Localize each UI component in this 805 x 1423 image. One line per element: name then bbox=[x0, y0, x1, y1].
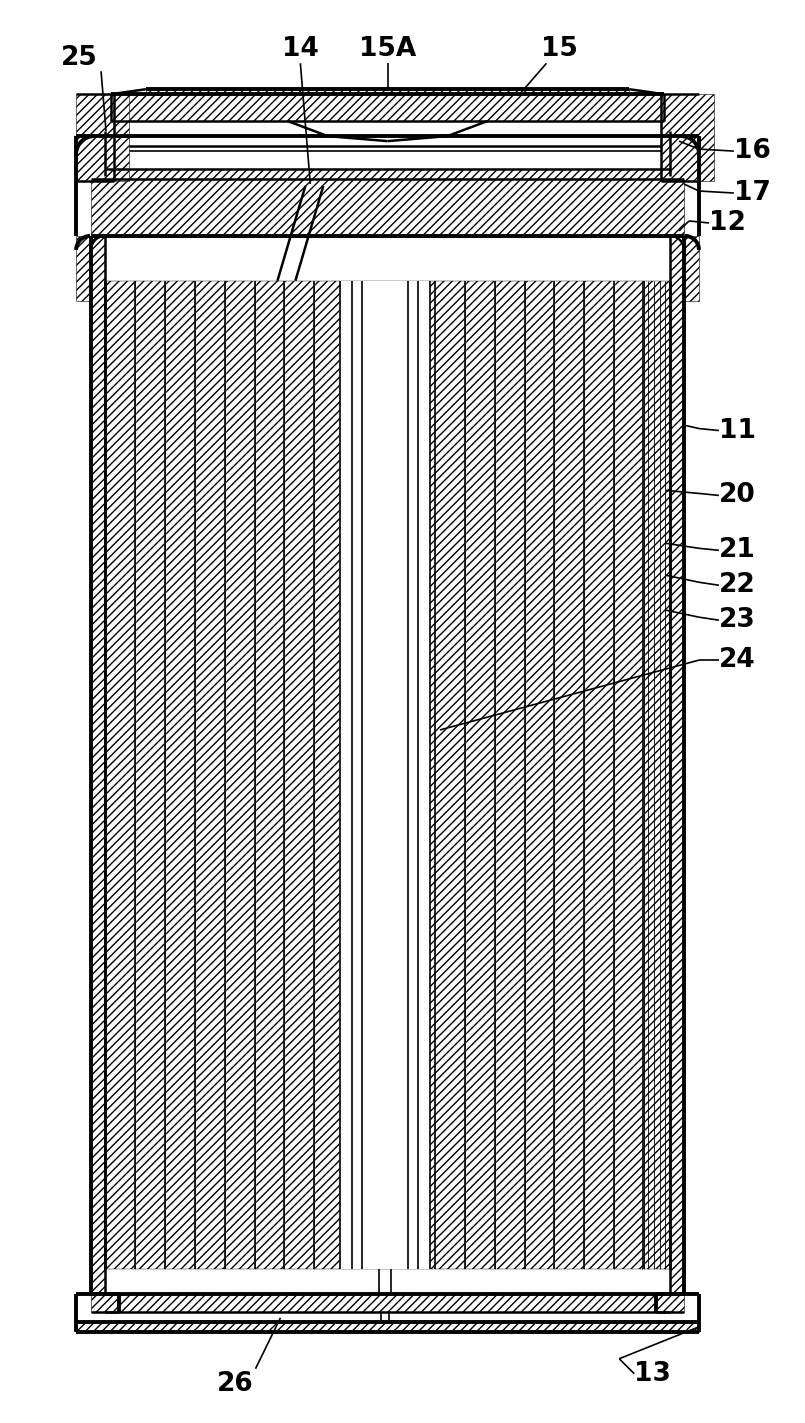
Bar bbox=[91, 179, 684, 236]
Bar bbox=[91, 1294, 684, 1312]
Bar bbox=[105, 280, 670, 1269]
Text: 15: 15 bbox=[541, 37, 578, 63]
Text: 23: 23 bbox=[719, 608, 756, 633]
Text: 26: 26 bbox=[217, 1370, 254, 1397]
Bar bbox=[146, 90, 630, 94]
Text: 16: 16 bbox=[734, 138, 770, 164]
Text: 17: 17 bbox=[734, 181, 770, 206]
Bar bbox=[91, 236, 105, 1294]
Bar bbox=[684, 236, 699, 300]
Text: 11: 11 bbox=[719, 417, 756, 444]
Text: 12: 12 bbox=[709, 211, 745, 236]
Text: 25: 25 bbox=[60, 46, 97, 71]
Text: 20: 20 bbox=[719, 482, 756, 508]
Text: 15A: 15A bbox=[359, 37, 417, 63]
Bar bbox=[661, 94, 714, 181]
Bar bbox=[76, 94, 129, 181]
Bar bbox=[111, 94, 664, 121]
Bar bbox=[670, 236, 684, 1294]
Bar bbox=[105, 169, 670, 179]
Text: 21: 21 bbox=[719, 538, 756, 564]
Text: 13: 13 bbox=[634, 1360, 671, 1386]
Text: 14: 14 bbox=[282, 37, 319, 63]
Bar bbox=[76, 236, 91, 300]
Bar bbox=[341, 280, 430, 1269]
Text: 22: 22 bbox=[719, 572, 756, 598]
Bar bbox=[76, 1322, 699, 1332]
Text: 24: 24 bbox=[719, 647, 756, 673]
